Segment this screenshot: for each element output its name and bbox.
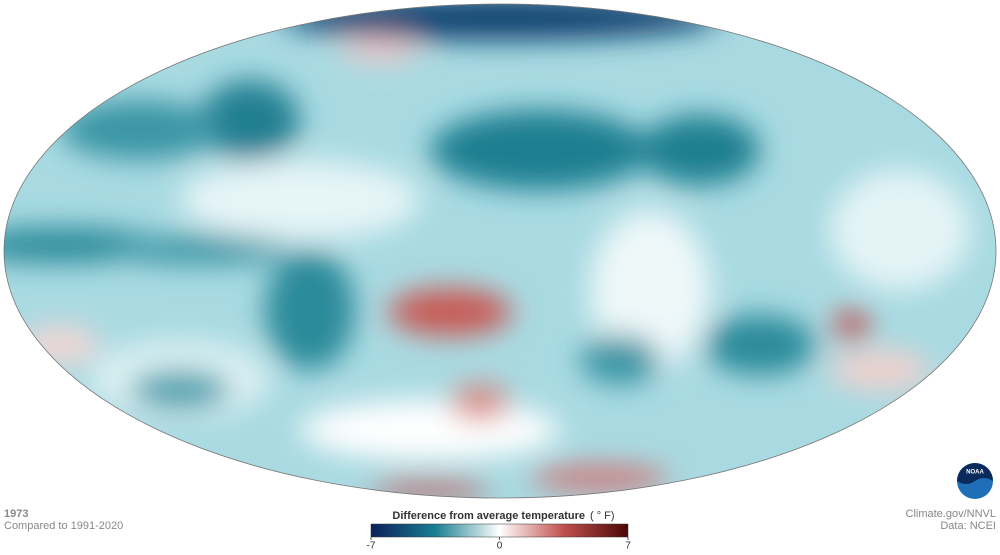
- colorbar-tick-label: 0: [497, 541, 503, 552]
- data-credit: Data: NCEI: [940, 520, 996, 532]
- noaa-logo: NOAA: [957, 463, 993, 499]
- colorbar-tick-label: 7: [625, 541, 631, 552]
- colorbar: [370, 523, 629, 538]
- year: 1973: [4, 508, 28, 520]
- logo-text: NOAA: [966, 470, 984, 476]
- source: Climate.gov/NNVL: [906, 508, 996, 520]
- baseline: Compared to 1991-2020: [4, 520, 123, 532]
- colorbar-tick-label: -7: [367, 541, 376, 552]
- colorbar-unit: ( ° F): [590, 510, 615, 522]
- colorbar-title: Difference from average temperature: [392, 510, 585, 522]
- map-outline: [3, 3, 997, 499]
